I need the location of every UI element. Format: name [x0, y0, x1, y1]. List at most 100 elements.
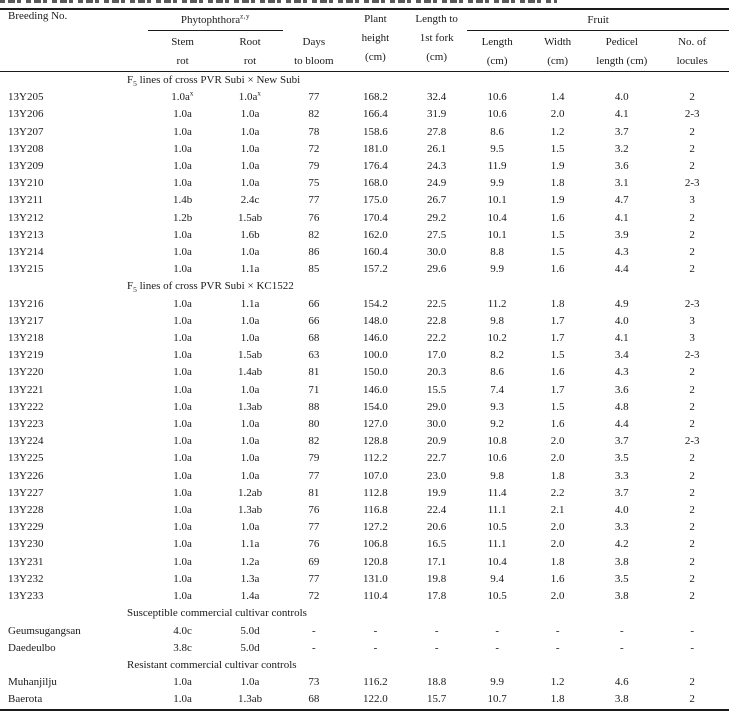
column-header-no-of-locules: No. of locules	[655, 30, 729, 72]
value-cell: 10.4	[487, 555, 507, 568]
section-title: Susceptible commercial cultivar controls	[127, 607, 307, 620]
value-cell: 2	[689, 125, 695, 138]
value-cell: 2	[689, 211, 695, 224]
table-row: 13Y232 1.0a 1.3a 77 131.0 19.8 9.4 1.6 3.5 2	[0, 571, 729, 588]
value-cell: 9.9	[490, 263, 505, 276]
column-header-fruit-width: Width (cm)	[527, 30, 589, 72]
value-cell: 1.0a	[173, 435, 192, 448]
value-cell: 1.0a	[240, 177, 260, 190]
value-cell: 4.0	[614, 91, 629, 104]
column-header-length-to-1st-fork: Length to 1st fork (cm)	[406, 9, 468, 72]
value-cell: 168.0	[363, 177, 388, 190]
value-cell: 9.9	[490, 177, 505, 190]
value-cell: 131.0	[363, 572, 388, 585]
value-cell: 1.0a	[173, 590, 192, 603]
value-cell: -	[690, 641, 694, 654]
table-row: 13Y211 1.4b 2.4c 77 175.0 26.7 10.1 1.9 4.7 3	[0, 192, 729, 209]
table-body: F5 lines of cross PVR Subi × New Subi 13Y…	[0, 72, 729, 710]
table-row: Muhanjilju 1.0a 1.0a 73 116.2 18.8 9.9 1.2 4.6 2	[0, 674, 729, 691]
value-cell: 19.8	[427, 572, 447, 585]
value-cell: 8.8	[490, 246, 505, 259]
value-cell: 1.6	[550, 211, 565, 224]
value-cell: 8.6	[490, 366, 505, 379]
value-cell: 1.0ax	[238, 89, 262, 104]
value-cell: 2	[689, 538, 695, 551]
value-cell: 122.0	[363, 693, 388, 706]
value-cell: 16.5	[427, 538, 447, 551]
value-cell: 1.2b	[172, 211, 193, 224]
breeding-no-cell: Daedeulbo	[8, 641, 56, 654]
table-row: 13Y210 1.0a 1.0a 75 168.0 24.9 9.9 1.8 3.1 2-3	[0, 175, 729, 192]
header-row-subcolumns: Stem rot Root rot Length (cm) Width (cm) Ped…	[0, 30, 729, 72]
value-cell: 3.6	[614, 383, 629, 396]
value-cell: 30.0	[427, 246, 447, 259]
value-cell: 2	[689, 418, 695, 431]
value-cell: 1.0ax	[171, 89, 194, 104]
column-header-stem-rot: Stem rot	[147, 30, 218, 72]
value-cell: 2	[689, 91, 695, 104]
value-cell: 2.0	[550, 521, 565, 534]
breeding-no-cell: 13Y218	[8, 332, 44, 345]
value-cell: 77	[308, 91, 320, 104]
value-cell: 1.0a	[240, 160, 260, 173]
table-row: 13Y224 1.0a 1.0a 82 128.8 20.9 10.8 2.0 3.7 2-3	[0, 433, 729, 450]
value-cell: 29.0	[427, 400, 447, 413]
value-cell: 22.4	[427, 504, 447, 517]
value-cell: 1.0a	[240, 435, 260, 448]
value-cell: 82	[308, 435, 320, 448]
value-cell: 1.6	[550, 418, 565, 431]
value-cell: 1.0a	[173, 504, 192, 517]
value-cell: 2	[689, 504, 695, 517]
value-cell: 9.3	[490, 400, 505, 413]
value-cell: 1.0a	[240, 314, 260, 327]
value-cell: 2	[689, 521, 695, 534]
value-cell: 81	[308, 366, 320, 379]
value-cell: 1.0a	[173, 521, 192, 534]
value-cell: 3.2	[614, 142, 629, 155]
value-cell: 78	[308, 125, 320, 138]
table-row: 13Y222 1.0a 1.3ab 88 154.0 29.0 9.3 1.5 4.8 2	[0, 399, 729, 416]
breeding-no-cell: 13Y229	[8, 521, 44, 534]
value-cell: 160.4	[363, 246, 388, 259]
column-header-pedicel-length: Pedicel length (cm)	[588, 30, 656, 72]
breeding-no-cell: 13Y223	[8, 418, 44, 431]
table-row: 13Y220 1.0a 1.4ab 81 150.0 20.3 8.6 1.6 4.3 2	[0, 364, 729, 381]
breeding-no-cell: 13Y217	[8, 314, 44, 327]
value-cell: 3.3	[614, 469, 629, 482]
value-cell: 32.4	[427, 91, 447, 104]
value-cell: 79	[308, 160, 320, 173]
column-header-fruit-length: Length (cm)	[467, 30, 528, 72]
value-cell: 1.0a	[240, 383, 260, 396]
value-cell: 4.6	[614, 676, 629, 689]
breeding-no-cell: 13Y206	[8, 108, 44, 121]
value-cell: -	[555, 641, 560, 654]
value-cell: 1.0a	[173, 246, 192, 259]
value-cell: -	[434, 624, 439, 637]
value-cell: 11.9	[487, 160, 507, 173]
value-cell: 1.0a	[173, 349, 192, 362]
section-header-row: F5 lines of cross PVR Subi × KC1522	[0, 278, 729, 295]
value-cell: 2.2	[550, 486, 565, 499]
value-cell: 1.0a	[240, 125, 260, 138]
value-cell: 9.4	[490, 572, 505, 585]
column-header-root-rot: Root rot	[217, 30, 283, 72]
value-cell: 8.6	[490, 125, 505, 138]
value-cell: 1.4	[550, 91, 565, 104]
value-cell: 3	[689, 194, 695, 207]
value-cell: 1.3a	[240, 572, 260, 585]
value-cell: 1.0a	[240, 676, 260, 689]
breeding-no-cell: 13Y215	[8, 263, 44, 276]
value-cell: 1.8	[550, 555, 565, 568]
breeding-no-cell: 13Y224	[8, 435, 44, 448]
table-row: Daedeulbo 3.8c 5.0d - - - - - - -	[0, 640, 729, 657]
value-cell: 1.6b	[240, 228, 260, 241]
breeding-no-cell: 13Y230	[8, 538, 44, 551]
cropped-caption-fragment	[0, 0, 557, 3]
value-cell: 4.1	[614, 332, 629, 345]
value-cell: 1.8	[550, 297, 565, 310]
value-cell: 24.3	[427, 160, 447, 173]
value-cell: 1.6	[550, 572, 565, 585]
phytophthora-label: Phytophthora	[180, 14, 241, 26]
breeding-no-cell: Muhanjilju	[8, 676, 57, 689]
value-cell: 3.7	[614, 486, 629, 499]
